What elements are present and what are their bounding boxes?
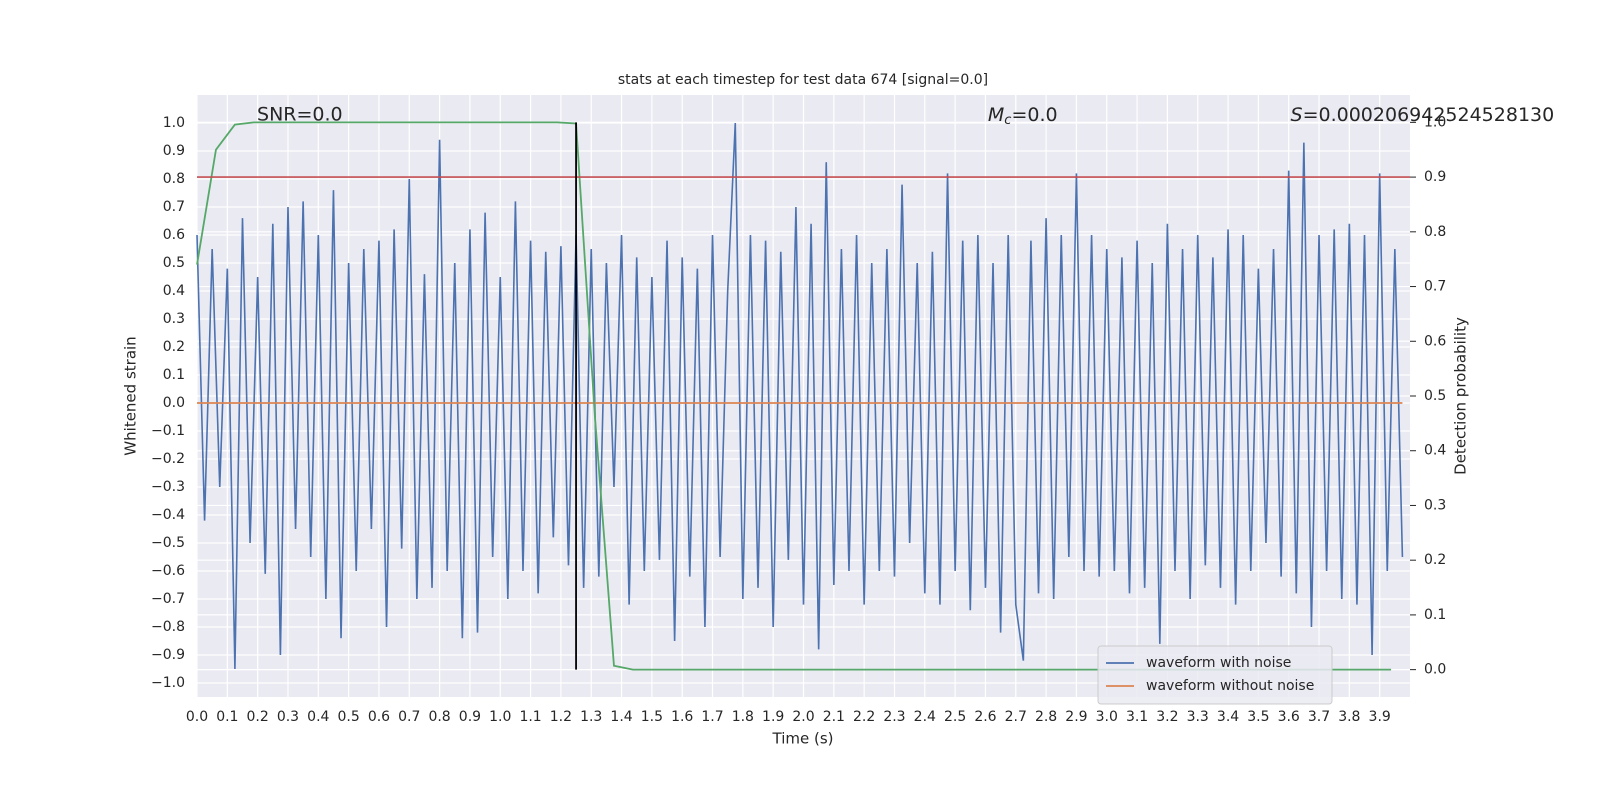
y2-axis-label: Detection probability [1452, 317, 1470, 475]
x-tick-label: 0.6 [368, 709, 390, 725]
x-tick-label: 2.1 [823, 709, 845, 725]
x-tick-label: 1.9 [762, 709, 784, 725]
y-tick-label: 0.4 [163, 283, 185, 299]
x-tick-label: 2.0 [792, 709, 814, 725]
y-tick-label: −0.2 [151, 451, 185, 467]
annotation-subscript: c [1004, 113, 1011, 128]
x-axis-label: Time (s) [772, 730, 834, 748]
x-tick-label: 0.9 [459, 709, 481, 725]
x-tick-label: 0.1 [216, 709, 238, 725]
annotation: S=0.000206942524528130 [1291, 104, 1555, 126]
x-tick-label: 1.5 [641, 709, 663, 725]
y-tick-label: −0.6 [151, 563, 185, 579]
x-tick-label: 2.4 [914, 709, 936, 725]
y-axis-label: Whitened strain [122, 336, 140, 455]
x-tick-label: 2.2 [853, 709, 875, 725]
y-tick-label: −0.9 [151, 647, 185, 663]
legend-label: waveform without noise [1146, 678, 1314, 694]
x-tick-label: 1.4 [610, 709, 632, 725]
x-tick-label: 1.7 [701, 709, 723, 725]
y-tick-label: 0.7 [163, 199, 185, 215]
annotation-text: =0.000206942524528130 [1303, 104, 1555, 126]
y-tick-label: −1.0 [151, 675, 185, 691]
y2-tick-label: 0.9 [1424, 169, 1446, 185]
y-tick-label: 0.0 [163, 395, 185, 411]
x-tick-label: 1.6 [671, 709, 693, 725]
x-tick-label: 3.3 [1187, 709, 1209, 725]
x-tick-label: 0.7 [398, 709, 420, 725]
labels: 0.0 0.1 0.2 0.3 0.4 0.5 0.6 0.7 0.8 0.9 1.0 1.1 1.2 1… [151, 104, 1554, 726]
y-tick-label: −0.8 [151, 619, 185, 635]
annotation-text: =0.0 [1011, 104, 1057, 126]
y2-tick-label: 0.8 [1424, 224, 1446, 240]
marks [196, 121, 1410, 671]
x-tick-label: 3.7 [1308, 709, 1330, 725]
x-tick-label: 1.1 [519, 709, 541, 725]
x-tick-label: 2.5 [944, 709, 966, 725]
x-tick-label: 2.6 [974, 709, 996, 725]
y2-tick-label: 0.7 [1424, 279, 1446, 295]
y-tick-label: −0.3 [151, 479, 185, 495]
y-tick-label: 0.2 [163, 339, 185, 355]
x-tick-label: 0.3 [277, 709, 299, 725]
y2-tick-label: 0.3 [1424, 497, 1446, 513]
x-tick-label: 3.9 [1369, 709, 1391, 725]
x-tick-label: 1.0 [489, 709, 511, 725]
y-tick-label: 0.6 [163, 227, 185, 243]
y-tick-label: −0.1 [151, 423, 185, 439]
x-tick-label: 3.5 [1247, 709, 1269, 725]
y-tick-label: 0.1 [163, 367, 185, 383]
y-tick-label: −0.4 [151, 507, 185, 523]
chart-title: stats at each timestep for test data 674… [618, 72, 988, 88]
x-tick-label: 3.8 [1338, 709, 1360, 725]
y2-tick-label: 0.0 [1424, 662, 1446, 678]
x-tick-label: 0.4 [307, 709, 329, 725]
x-tick-label: 2.3 [883, 709, 905, 725]
legend-box [1097, 645, 1333, 705]
y2-tick-label: 1.0 [1424, 114, 1446, 130]
y2-tick-label: 0.1 [1424, 607, 1446, 623]
x-tick-label: 1.2 [550, 709, 572, 725]
y-tick-label: −0.7 [151, 591, 185, 607]
x-tick-label: 3.6 [1278, 709, 1300, 725]
x-tick-label: 1.8 [732, 709, 754, 725]
x-tick-label: 0.5 [337, 709, 359, 725]
x-tick-label: 3.0 [1096, 709, 1118, 725]
y-tick-label: 0.3 [163, 311, 185, 327]
y2-tick-label: 0.6 [1424, 333, 1446, 349]
y-tick-label: 0.9 [163, 143, 185, 159]
x-tick-label: 0.8 [428, 709, 450, 725]
y2-tick-label: 0.5 [1424, 388, 1446, 404]
x-tick-label: 1.3 [580, 709, 602, 725]
y2-tick-label: 0.2 [1424, 552, 1446, 568]
series-line [196, 122, 1404, 670]
x-tick-label: 2.8 [1035, 709, 1057, 725]
annotation: Mc=0.0 [988, 104, 1058, 128]
y-tick-label: 0.8 [163, 171, 185, 187]
x-tick-label: 2.9 [1065, 709, 1087, 725]
y2-tick-label: 0.4 [1424, 443, 1446, 459]
x-tick-label: 3.1 [1126, 709, 1148, 725]
annotation: SNR=0.0 [257, 104, 343, 126]
series-line [196, 121, 1392, 671]
y-tick-label: −0.5 [151, 535, 185, 551]
x-tick-label: 0.2 [247, 709, 269, 725]
x-tick-label: 2.7 [1005, 709, 1027, 725]
x-tick-label: 3.2 [1156, 709, 1178, 725]
annotation-symbol: S [1291, 104, 1303, 126]
x-tick-label: 3.4 [1217, 709, 1239, 725]
x-tick-label: 0.0 [186, 709, 208, 725]
y-tick-label: 0.5 [163, 255, 185, 271]
legend-label: waveform with noise [1146, 655, 1291, 671]
y-tick-label: 1.0 [163, 115, 185, 131]
annotation-symbol: M [988, 104, 1004, 126]
